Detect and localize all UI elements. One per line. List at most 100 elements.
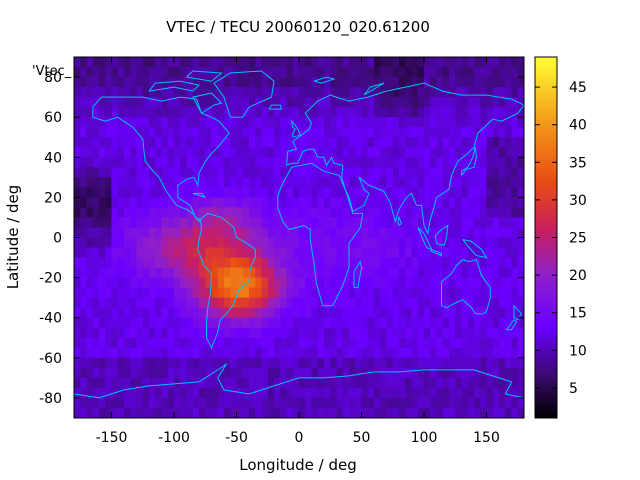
heatmap-cell <box>205 277 212 289</box>
heatmap-cell <box>242 327 250 339</box>
heatmap-cell <box>180 247 187 258</box>
heatmap-cell <box>161 357 169 369</box>
heatmap-cell <box>442 297 450 309</box>
heatmap-cell <box>511 357 519 369</box>
heatmap-cell <box>461 327 469 339</box>
heatmap-cell <box>224 137 231 148</box>
heatmap-cell <box>205 257 212 268</box>
heatmap-cell <box>180 397 187 409</box>
heatmap-cell <box>192 327 200 339</box>
heatmap-cell <box>180 367 187 379</box>
heatmap-cell <box>349 347 356 359</box>
heatmap-cell <box>280 117 287 128</box>
heatmap-cell <box>217 357 225 369</box>
heatmap-cell <box>324 407 331 419</box>
heatmap-cell <box>355 217 362 228</box>
heatmap-cell <box>317 167 325 178</box>
heatmap-cell <box>230 107 237 118</box>
heatmap-cell <box>199 237 206 248</box>
heatmap-cell <box>105 57 112 68</box>
heatmap-cell <box>499 207 506 218</box>
heatmap-cell <box>461 207 469 218</box>
heatmap-cell <box>486 77 494 88</box>
heatmap-cell <box>280 237 287 248</box>
heatmap-cell <box>286 97 294 108</box>
heatmap-cell <box>199 117 206 128</box>
heatmap-cell <box>411 357 419 369</box>
heatmap-cell <box>305 187 312 198</box>
heatmap-cell <box>230 257 237 268</box>
heatmap-cell <box>417 287 425 299</box>
heatmap-cell <box>405 347 412 359</box>
heatmap-cell <box>74 117 81 128</box>
heatmap-cell <box>186 177 194 188</box>
heatmap-cell <box>386 337 394 349</box>
heatmap-cell <box>311 67 319 78</box>
heatmap-cell <box>211 197 219 208</box>
heatmap-cell <box>155 297 162 309</box>
heatmap-cell <box>417 347 425 359</box>
heatmap-cell <box>442 117 450 128</box>
heatmap-cell <box>311 327 319 339</box>
heatmap-cell <box>336 197 344 208</box>
heatmap-cell <box>255 117 262 128</box>
heatmap-cell <box>205 307 212 319</box>
heatmap-cell <box>317 407 325 419</box>
heatmap-cell <box>461 217 469 228</box>
y-tick-label: 60 <box>44 110 62 126</box>
heatmap-cell <box>230 387 237 399</box>
heatmap-cell <box>492 57 500 68</box>
heatmap-cell <box>267 197 275 208</box>
heatmap-cell <box>399 337 406 349</box>
heatmap-cell <box>424 87 431 98</box>
heatmap-cell <box>74 127 81 138</box>
heatmap-cell <box>142 327 150 339</box>
heatmap-cell <box>461 57 469 68</box>
heatmap-cell <box>142 187 150 198</box>
heatmap-cell <box>442 197 450 208</box>
heatmap-cell <box>399 397 406 409</box>
heatmap-cell <box>224 97 231 108</box>
heatmap-cell <box>111 97 119 108</box>
heatmap-cell <box>430 337 437 349</box>
heatmap-cell <box>136 327 144 339</box>
heatmap-cell <box>430 297 437 309</box>
heatmap-cell <box>142 57 150 68</box>
heatmap-cell <box>505 107 512 118</box>
heatmap-cell <box>167 307 175 319</box>
heatmap-cell <box>399 197 406 208</box>
heatmap-cell <box>167 357 175 369</box>
heatmap-cell <box>149 407 156 419</box>
heatmap-cell <box>355 337 362 349</box>
heatmap-cell <box>467 407 475 419</box>
heatmap-cell <box>149 257 156 268</box>
heatmap-cell <box>392 377 400 389</box>
heatmap-cell <box>174 397 181 409</box>
heatmap-cell <box>380 267 387 279</box>
heatmap-cell <box>242 187 250 198</box>
heatmap-cell <box>261 177 269 188</box>
heatmap-cell <box>242 97 250 108</box>
heatmap-cell <box>399 317 406 329</box>
heatmap-cell <box>86 107 94 118</box>
heatmap-cell <box>486 297 494 309</box>
heatmap-cell <box>499 197 506 208</box>
heatmap-cell <box>424 267 431 279</box>
heatmap-cell <box>317 217 325 228</box>
heatmap-cell <box>367 267 375 279</box>
heatmap-cell <box>99 147 106 158</box>
heatmap-cell <box>136 257 144 268</box>
heatmap-cell <box>199 247 206 258</box>
heatmap-cell <box>330 67 337 78</box>
heatmap-cell <box>480 117 487 128</box>
heatmap-cell <box>399 357 406 369</box>
heatmap-cell <box>180 97 187 108</box>
heatmap-cell <box>199 387 206 399</box>
heatmap-cell <box>117 227 125 238</box>
heatmap-cell <box>511 257 519 268</box>
heatmap-cell <box>511 157 519 168</box>
heatmap-cell <box>117 277 125 289</box>
heatmap-cell <box>199 337 206 349</box>
heatmap-cell <box>449 187 456 198</box>
coastline <box>353 260 363 289</box>
